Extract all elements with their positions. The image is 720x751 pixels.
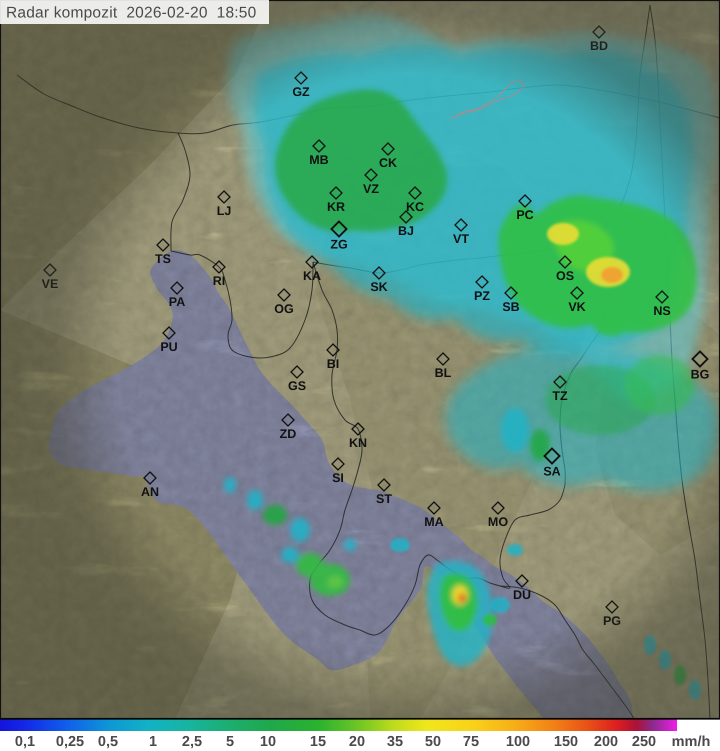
svg-text:0,5: 0,5 xyxy=(98,734,118,750)
svg-text:20: 20 xyxy=(349,734,365,750)
svg-text:75: 75 xyxy=(463,734,479,750)
svg-text:50: 50 xyxy=(425,734,441,750)
svg-text:0,1: 0,1 xyxy=(15,734,35,750)
svg-text:mm/h: mm/h xyxy=(672,734,711,750)
svg-text:15: 15 xyxy=(310,734,326,750)
svg-text:2,5: 2,5 xyxy=(182,734,202,750)
svg-text:250: 250 xyxy=(632,734,656,750)
svg-text:5: 5 xyxy=(226,734,234,750)
svg-text:100: 100 xyxy=(506,734,530,750)
svg-text:1: 1 xyxy=(149,734,157,750)
svg-text:0,25: 0,25 xyxy=(56,734,84,750)
svg-text:Radar kompozit 2026-02-20 18: Radar kompozit 2026-02-20 18:50 xyxy=(6,5,257,22)
svg-text:150: 150 xyxy=(554,734,578,750)
svg-text:200: 200 xyxy=(594,734,618,750)
svg-text:35: 35 xyxy=(387,734,403,750)
svg-text:10: 10 xyxy=(260,734,276,750)
